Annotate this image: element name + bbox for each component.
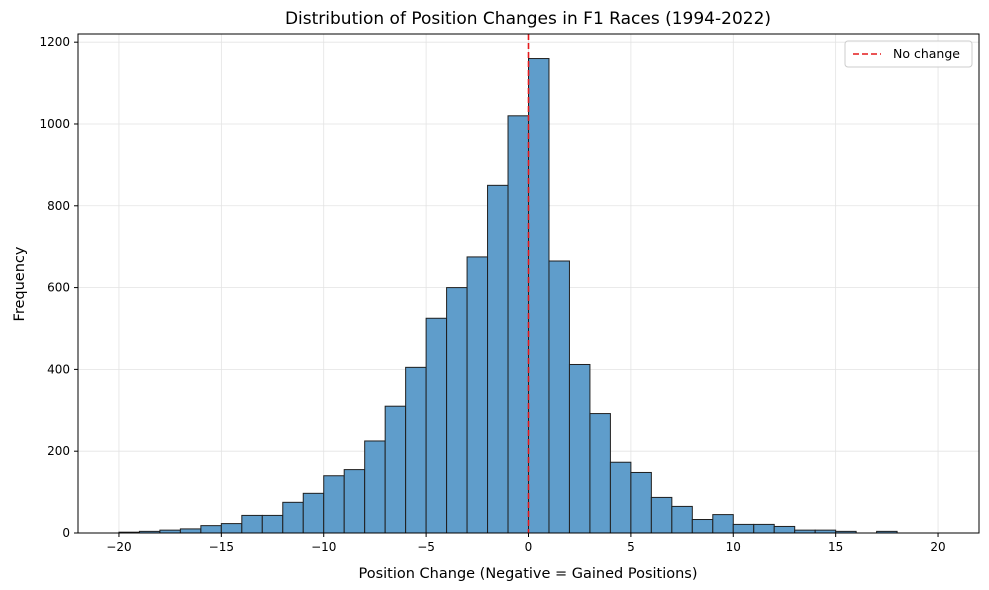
bar-26: [650, 496, 673, 534]
bar-20: [528, 58, 550, 534]
bar-11: [343, 469, 366, 534]
bar-25: [630, 471, 652, 534]
x-tick-label-4: 0: [525, 540, 533, 554]
bar-31: [753, 523, 775, 534]
bar-16: [446, 287, 468, 534]
bar-12: [364, 440, 386, 534]
x-tick-label-5: 5: [627, 540, 635, 554]
y-tick-label-6: 1200: [39, 35, 70, 49]
bar-19: [507, 115, 530, 534]
x-tick-label-3: −5: [417, 540, 435, 554]
legend: No change: [844, 40, 973, 68]
bar-23: [589, 413, 611, 534]
x-tick-label-8: 20: [930, 540, 945, 554]
x-axis-title: Position Change (Negative = Gained Posit…: [358, 566, 697, 582]
y-axis-title: Frequency: [12, 246, 28, 321]
bar-28: [691, 519, 714, 534]
y-tick-label-0: 0: [62, 526, 70, 540]
bar-32: [773, 525, 796, 534]
bar-14: [405, 366, 427, 534]
bar-27: [671, 505, 693, 534]
bar-13: [384, 405, 407, 534]
bar-6: [241, 514, 263, 534]
bar-10: [323, 475, 345, 534]
chart-title: Distribution of Position Changes in F1 R…: [285, 9, 771, 29]
bar-21: [548, 260, 570, 534]
y-tick-label-4: 800: [47, 199, 70, 213]
bar-22: [568, 363, 591, 534]
histogram-bars: [118, 58, 898, 534]
bar-30: [732, 523, 755, 534]
bar-4: [200, 525, 222, 534]
bar-7: [261, 514, 284, 534]
x-tick-label-1: −15: [209, 540, 234, 554]
bar-8: [282, 501, 304, 534]
bar-3: [179, 528, 202, 534]
legend-box: [844, 40, 973, 68]
legend-label-no-change: No change: [893, 46, 960, 61]
y-tick-label-1: 200: [47, 444, 70, 458]
bar-5: [220, 523, 243, 534]
bar-24: [609, 461, 632, 534]
bar-29: [712, 514, 734, 534]
bar-17: [466, 256, 489, 534]
x-tick-label-2: −10: [311, 540, 336, 554]
x-tick-label-0: −20: [106, 540, 131, 554]
bar-18: [487, 184, 509, 534]
bar-15: [425, 317, 448, 534]
x-axis-ticks: −20 −15 −10 −5 0 5 10 15 20: [106, 533, 946, 554]
y-axis-ticks: 0 200 400 600 800 1000 1200: [39, 35, 78, 540]
y-tick-label-5: 1000: [39, 117, 70, 131]
y-tick-label-2: 400: [47, 362, 70, 376]
x-tick-label-7: 15: [828, 540, 843, 554]
x-tick-label-6: 10: [726, 540, 741, 554]
y-tick-label-3: 600: [47, 281, 70, 295]
bar-9: [302, 492, 325, 534]
